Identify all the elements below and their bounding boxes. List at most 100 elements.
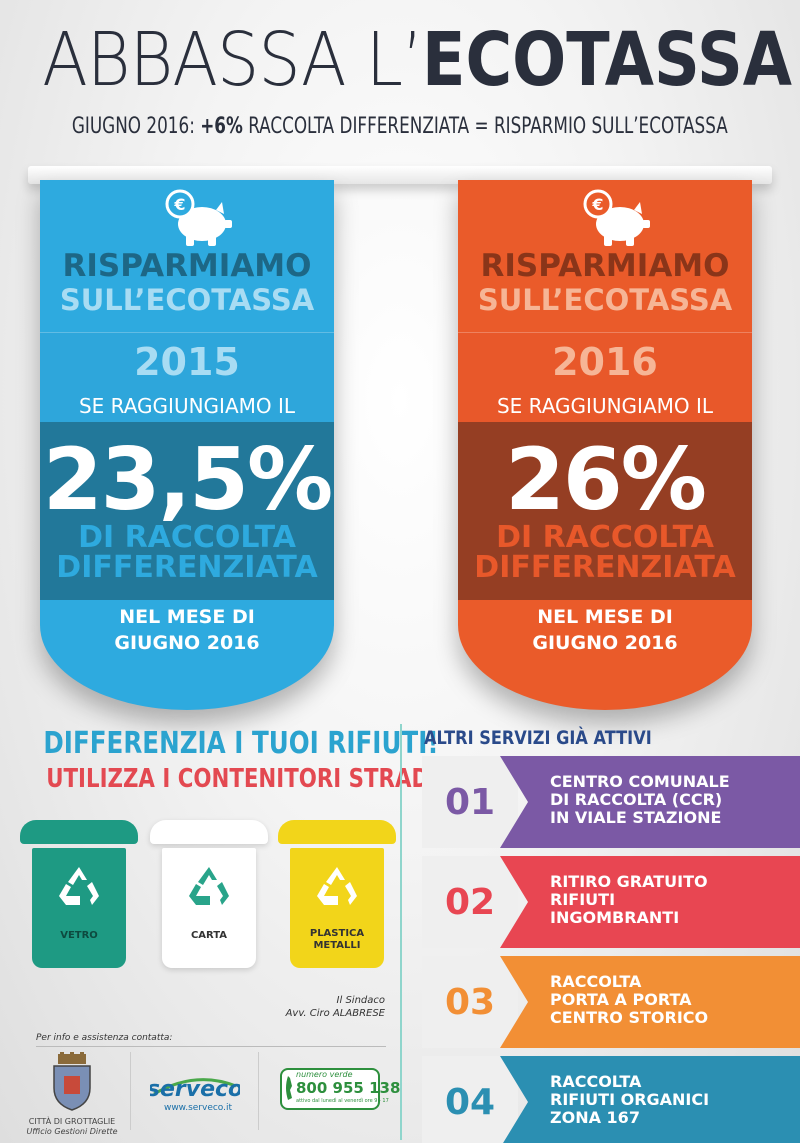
signature-role: Il Sindaco	[336, 995, 385, 1006]
piggy-bank-euro-icon: €	[165, 189, 232, 246]
services-title: ALTRI SERVIZI GIÀ ATTIVI	[424, 727, 652, 749]
subtitle-post: RACCOLTA DIFFERENZIATA = RISPARMIO SULL’…	[243, 114, 728, 139]
tag-headline-1: RISPARMIAMO	[480, 248, 730, 284]
tag-month-1: NEL MESE DI	[119, 606, 255, 628]
service-line: INGOMBRANTI	[550, 908, 680, 927]
bin-label: PLASTICA	[309, 928, 365, 939]
footer-separator	[258, 1052, 259, 1130]
info-label: Per info e assistenza contatta:	[36, 1033, 173, 1043]
tag-month-1: NEL MESE DI	[537, 606, 673, 628]
service-number-box	[422, 956, 518, 1048]
tag-hanger-bar	[28, 166, 772, 184]
service-line: ZONA 167	[550, 1108, 640, 1127]
service-line: RACCOLTA	[550, 972, 642, 991]
bin-vetro: VETRO	[20, 820, 138, 968]
service-item: 01 CENTRO COMUNALE DI RACCOLTA (CCR) IN …	[422, 756, 800, 848]
tag-headline-2: SULL’ECOTASSA	[59, 283, 315, 317]
service-line: RACCOLTA	[550, 1072, 642, 1091]
page-title: ABBASSA L’ECOTASSA	[0, 6, 800, 116]
service-number-box	[422, 1056, 518, 1143]
tag-year-band	[40, 332, 334, 422]
toll-free-box	[280, 1068, 380, 1110]
service-number-box	[422, 856, 518, 948]
service-line: PORTA A PORTA	[550, 990, 692, 1009]
service-item: 04 RACCOLTA RIFIUTI ORGANICI ZONA 167	[422, 1056, 800, 1143]
service-arrow-band	[500, 756, 800, 848]
tag-desc-2: DIFFERENZIATA	[56, 550, 318, 585]
tag-percent-band	[40, 422, 334, 600]
bin-carta: CARTA	[150, 820, 268, 968]
serveco-logo: serveco	[150, 1077, 240, 1102]
bin-lid	[20, 820, 138, 844]
footer-divider	[36, 1046, 386, 1047]
service-item: 03 RACCOLTA PORTA A PORTA CENTRO STORICO	[422, 956, 800, 1048]
title-bold-text: ECOTASSA	[422, 17, 793, 103]
subtitle-percent: +6%	[200, 114, 244, 139]
service-item: 02 RITIRO GRATUITO RIFIUTI INGOMBRANTI	[422, 856, 800, 948]
bin-label: METALLI	[313, 940, 361, 951]
tag-desc-2: DIFFERENZIATA	[474, 550, 736, 585]
bin-label: VETRO	[60, 930, 98, 941]
tag-year: 2016	[552, 340, 658, 384]
service-line: RIFIUTI ORGANICI	[550, 1090, 710, 1109]
svg-text:€: €	[591, 195, 603, 214]
section-divider	[400, 724, 402, 1140]
signature-name: Avv. Ciro ALABRESE	[285, 1008, 385, 1019]
svg-text:serveco: serveco	[150, 1077, 240, 1102]
title-light-text: ABBASSA L’	[42, 17, 423, 103]
savings-tag-2016: € RISPARMIAMO SULL’ECOTASSA 2016 SE RAGG…	[458, 180, 752, 710]
phone-hours: attivo dal lunedì al venerdì ore 9 - 17	[296, 1098, 389, 1104]
serveco-url[interactable]: www.serveco.it	[163, 1103, 233, 1113]
city-crest-icon	[53, 1052, 91, 1111]
tag-reach-text: SE RAGGIUNGIAMO IL	[496, 394, 714, 418]
service-number: 03	[444, 982, 496, 1023]
phone-number[interactable]: 800 955 138	[296, 1079, 401, 1097]
service-number: 01	[444, 782, 496, 823]
bin-body: VETRO	[32, 848, 126, 968]
tag-percent-band	[458, 422, 752, 600]
service-arrow-band	[500, 1056, 800, 1143]
tag-headline-2: SULL’ECOTASSA	[477, 283, 733, 317]
service-line: DI RACCOLTA (CCR)	[550, 790, 723, 809]
service-line: RIFIUTI	[550, 890, 616, 909]
bin-plastica-metalli: PLASTICA METALLI	[278, 820, 396, 968]
recycling-subtitle: UTILIZZA I CONTENITORI STRADALI	[46, 764, 468, 794]
tag-percentage: 23,5%	[42, 430, 333, 530]
bin-body: CARTA	[162, 848, 256, 968]
phone-label: numero verde	[296, 1070, 353, 1079]
phone-handset-icon	[286, 1076, 292, 1100]
piggy-bank-euro-icon: €	[583, 189, 650, 246]
bin-lid	[150, 820, 268, 844]
recycle-icon	[59, 867, 99, 905]
footer-separator	[130, 1052, 131, 1130]
service-line: CENTRO COMUNALE	[550, 772, 730, 791]
subtitle-pre: GIUGNO 2016:	[72, 114, 201, 139]
recycling-title: DIFFERENZIA I TUOI RIFIUTI!	[43, 726, 439, 761]
tag-reach-text: SE RAGGIUNGIAMO IL	[78, 394, 296, 418]
bin-lid	[278, 820, 396, 844]
city-name: CITTÀ DI GROTTAGLIE	[28, 1117, 116, 1126]
service-number-box	[422, 756, 518, 848]
page-subtitle: GIUGNO 2016: +6% RACCOLTA DIFFERENZIATA …	[0, 114, 800, 139]
savings-tag-2015: € RISPARMIAMO SULL’ECOTASSA 2015 SE RAGG…	[40, 180, 334, 710]
service-arrow-band	[500, 956, 800, 1048]
tag-headline-1: RISPARMIAMO	[62, 248, 312, 284]
service-line: IN VIALE STAZIONE	[550, 808, 722, 827]
service-line: RITIRO GRATUITO	[550, 872, 708, 891]
recycle-icon	[317, 867, 357, 905]
tag-desc-1: DI RACCOLTA	[496, 520, 714, 555]
tag-year: 2015	[134, 340, 240, 384]
service-line: CENTRO STORICO	[550, 1008, 709, 1027]
tag-month-2: GIUGNO 2016	[114, 632, 260, 654]
service-number: 04	[444, 1082, 496, 1123]
tag-year-band	[458, 332, 752, 422]
tag-percentage: 26%	[505, 430, 707, 530]
recycle-icon	[189, 867, 229, 905]
bin-label: CARTA	[190, 930, 228, 941]
tag-month-2: GIUGNO 2016	[532, 632, 678, 654]
svg-text:€: €	[173, 195, 185, 214]
service-arrow-band	[500, 856, 800, 948]
tag-desc-1: DI RACCOLTA	[78, 520, 296, 555]
bin-body: PLASTICA METALLI	[290, 848, 384, 968]
service-number: 02	[444, 882, 496, 923]
